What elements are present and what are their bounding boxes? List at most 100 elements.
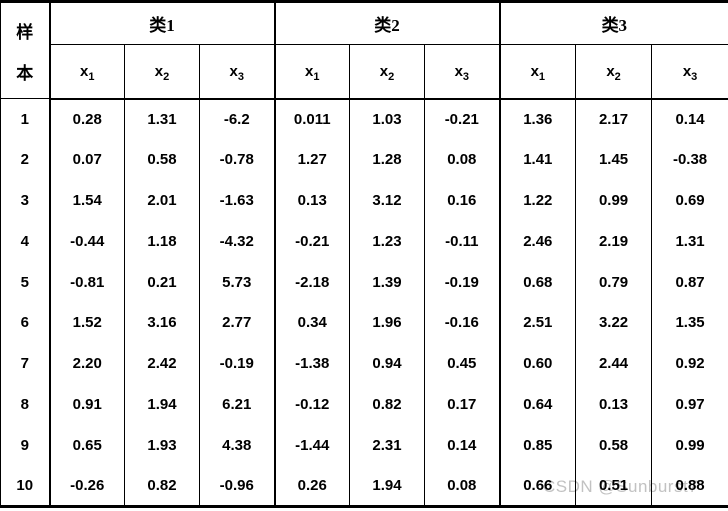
table-row: 8 0.91 1.94 6.21 -0.12 0.82 0.17 0.64 0.… [1,384,728,425]
table-cell: -4.32 [198,220,275,262]
row-label: 4 [20,232,29,250]
table-cell: -0.16 [424,302,500,344]
table-cell: -0.11 [424,220,500,262]
col-header-g1-x3: x3 [198,44,275,100]
sub-header-row: x1 x2 x3 x1 x2 x3 x1 x2 x3 [1,44,728,100]
table-cell: -0.44 [48,220,125,262]
table-row: 5 -0.81 0.21 5.73 -2.18 1.39 -0.19 0.68 … [1,261,728,303]
table-cell: 0.51 [575,465,652,507]
table-cell: 0.34 [273,302,350,344]
table-cell: 1.35 [651,302,728,344]
table-cell: 2.17 [575,98,652,140]
table-cell: 0.28 [48,98,125,140]
group-header-class1: 类1 [48,1,275,45]
table-row: 9 0.65 1.93 4.38 -1.44 2.31 0.14 0.85 0.… [1,424,728,466]
table-cell: -1.63 [198,180,275,221]
table-cell: 1.31 [124,98,200,140]
table-cell: 0.011 [273,98,350,140]
table-cell: 0.13 [575,384,652,425]
table-cell: 1.28 [349,139,425,181]
table-cell: 0.21 [124,261,200,303]
table-cell: -0.19 [424,261,500,303]
table-cell: 1.39 [349,261,425,303]
table-cell: 0.94 [349,343,425,385]
row-label: 5 [20,273,29,291]
table-cell: -0.96 [198,465,275,507]
table-cell: 0.17 [424,384,500,425]
table-cell: 3.22 [575,302,652,344]
table-cell: 0.08 [424,465,500,507]
table-cell: 0.60 [498,343,576,385]
table-cell: 1.18 [124,220,200,262]
col-header-g3-x3: x3 [651,44,728,100]
table-cell: 2.51 [498,302,576,344]
table-cell: 1.94 [124,384,200,425]
table-cell: 0.88 [651,465,728,507]
table-cell: 5.73 [198,261,275,303]
table-cell: 0.26 [273,465,350,507]
table-cell: 0.07 [48,139,125,181]
table-cell: 0.82 [349,384,425,425]
table-cell: 0.14 [424,424,500,466]
table-cell: -2.18 [273,261,350,303]
table-cell: 1.96 [349,302,425,344]
table-cell: -0.21 [424,98,500,140]
group-header-class2: 类2 [273,1,500,45]
table-cell: 2.42 [124,343,200,385]
table-row: 1 0.28 1.31 -6.2 0.011 1.03 -0.21 1.36 2… [1,98,728,140]
col-header-g2-x1: x1 [273,44,350,100]
table-cell: 0.79 [575,261,652,303]
table-cell: 0.45 [424,343,500,385]
table-cell: 0.69 [651,180,728,221]
table-cell: 1.93 [124,424,200,466]
table-cell: 2.44 [575,343,652,385]
table-cell: 0.58 [575,424,652,466]
table-cell: 0.82 [124,465,200,507]
table-cell: 1.31 [651,220,728,262]
table-cell: 0.08 [424,139,500,181]
table-cell: 2.20 [48,343,125,385]
col-header-g3-x1: x1 [498,44,576,100]
table-cell: 1.52 [48,302,125,344]
table-cell: 2.19 [575,220,652,262]
table-cell: 0.68 [498,261,576,303]
table-cell: -0.21 [273,220,350,262]
table-cell: 4.38 [198,424,275,466]
table-row: 10 -0.26 0.82 -0.96 0.26 1.94 0.08 0.66 … [1,465,728,507]
table-cell: 3.16 [124,302,200,344]
table-row: 2 0.07 0.58 -0.78 1.27 1.28 0.08 1.41 1.… [1,139,728,181]
table-row: 6 1.52 3.16 2.77 0.34 1.96 -0.16 2.51 3.… [1,302,728,344]
table-cell: 0.97 [651,384,728,425]
table-cell: -6.2 [198,98,275,140]
table-cell: -0.38 [651,139,728,181]
table-cell: -0.12 [273,384,350,425]
table-cell: -0.19 [198,343,275,385]
table-cell: 0.64 [498,384,576,425]
table-cell: 0.66 [498,465,576,507]
row-label: 3 [20,191,29,209]
table-cell: 1.45 [575,139,652,181]
table-cell: 0.87 [651,261,728,303]
col-header-g1-x2: x2 [124,44,200,100]
table-cell: 2.31 [349,424,425,466]
row-label: 9 [20,436,29,454]
table-cell: -0.26 [48,465,125,507]
table-cell: 6.21 [198,384,275,425]
table-row: 3 1.54 2.01 -1.63 0.13 3.12 0.16 1.22 0.… [1,180,728,221]
table-cell: -1.44 [273,424,350,466]
col-header-g2-x2: x2 [349,44,425,100]
table-cell: 0.92 [651,343,728,385]
table-row: 7 2.20 2.42 -0.19 -1.38 0.94 0.45 0.60 2… [1,343,728,385]
table-cell: 0.58 [124,139,200,181]
table-cell: 0.13 [273,180,350,221]
table-cell: 0.99 [651,424,728,466]
table-cell: 2.46 [498,220,576,262]
group-header-row: 样 本 类1 类2 类3 [0,1,728,99]
group-header-class3: 类3 [498,1,728,45]
row-label: 6 [20,314,29,332]
corner-header-line2: 本 [16,63,34,83]
table-cell: 0.91 [48,384,125,425]
table-cell: 1.22 [498,180,576,221]
table-cell: 3.12 [349,180,425,221]
